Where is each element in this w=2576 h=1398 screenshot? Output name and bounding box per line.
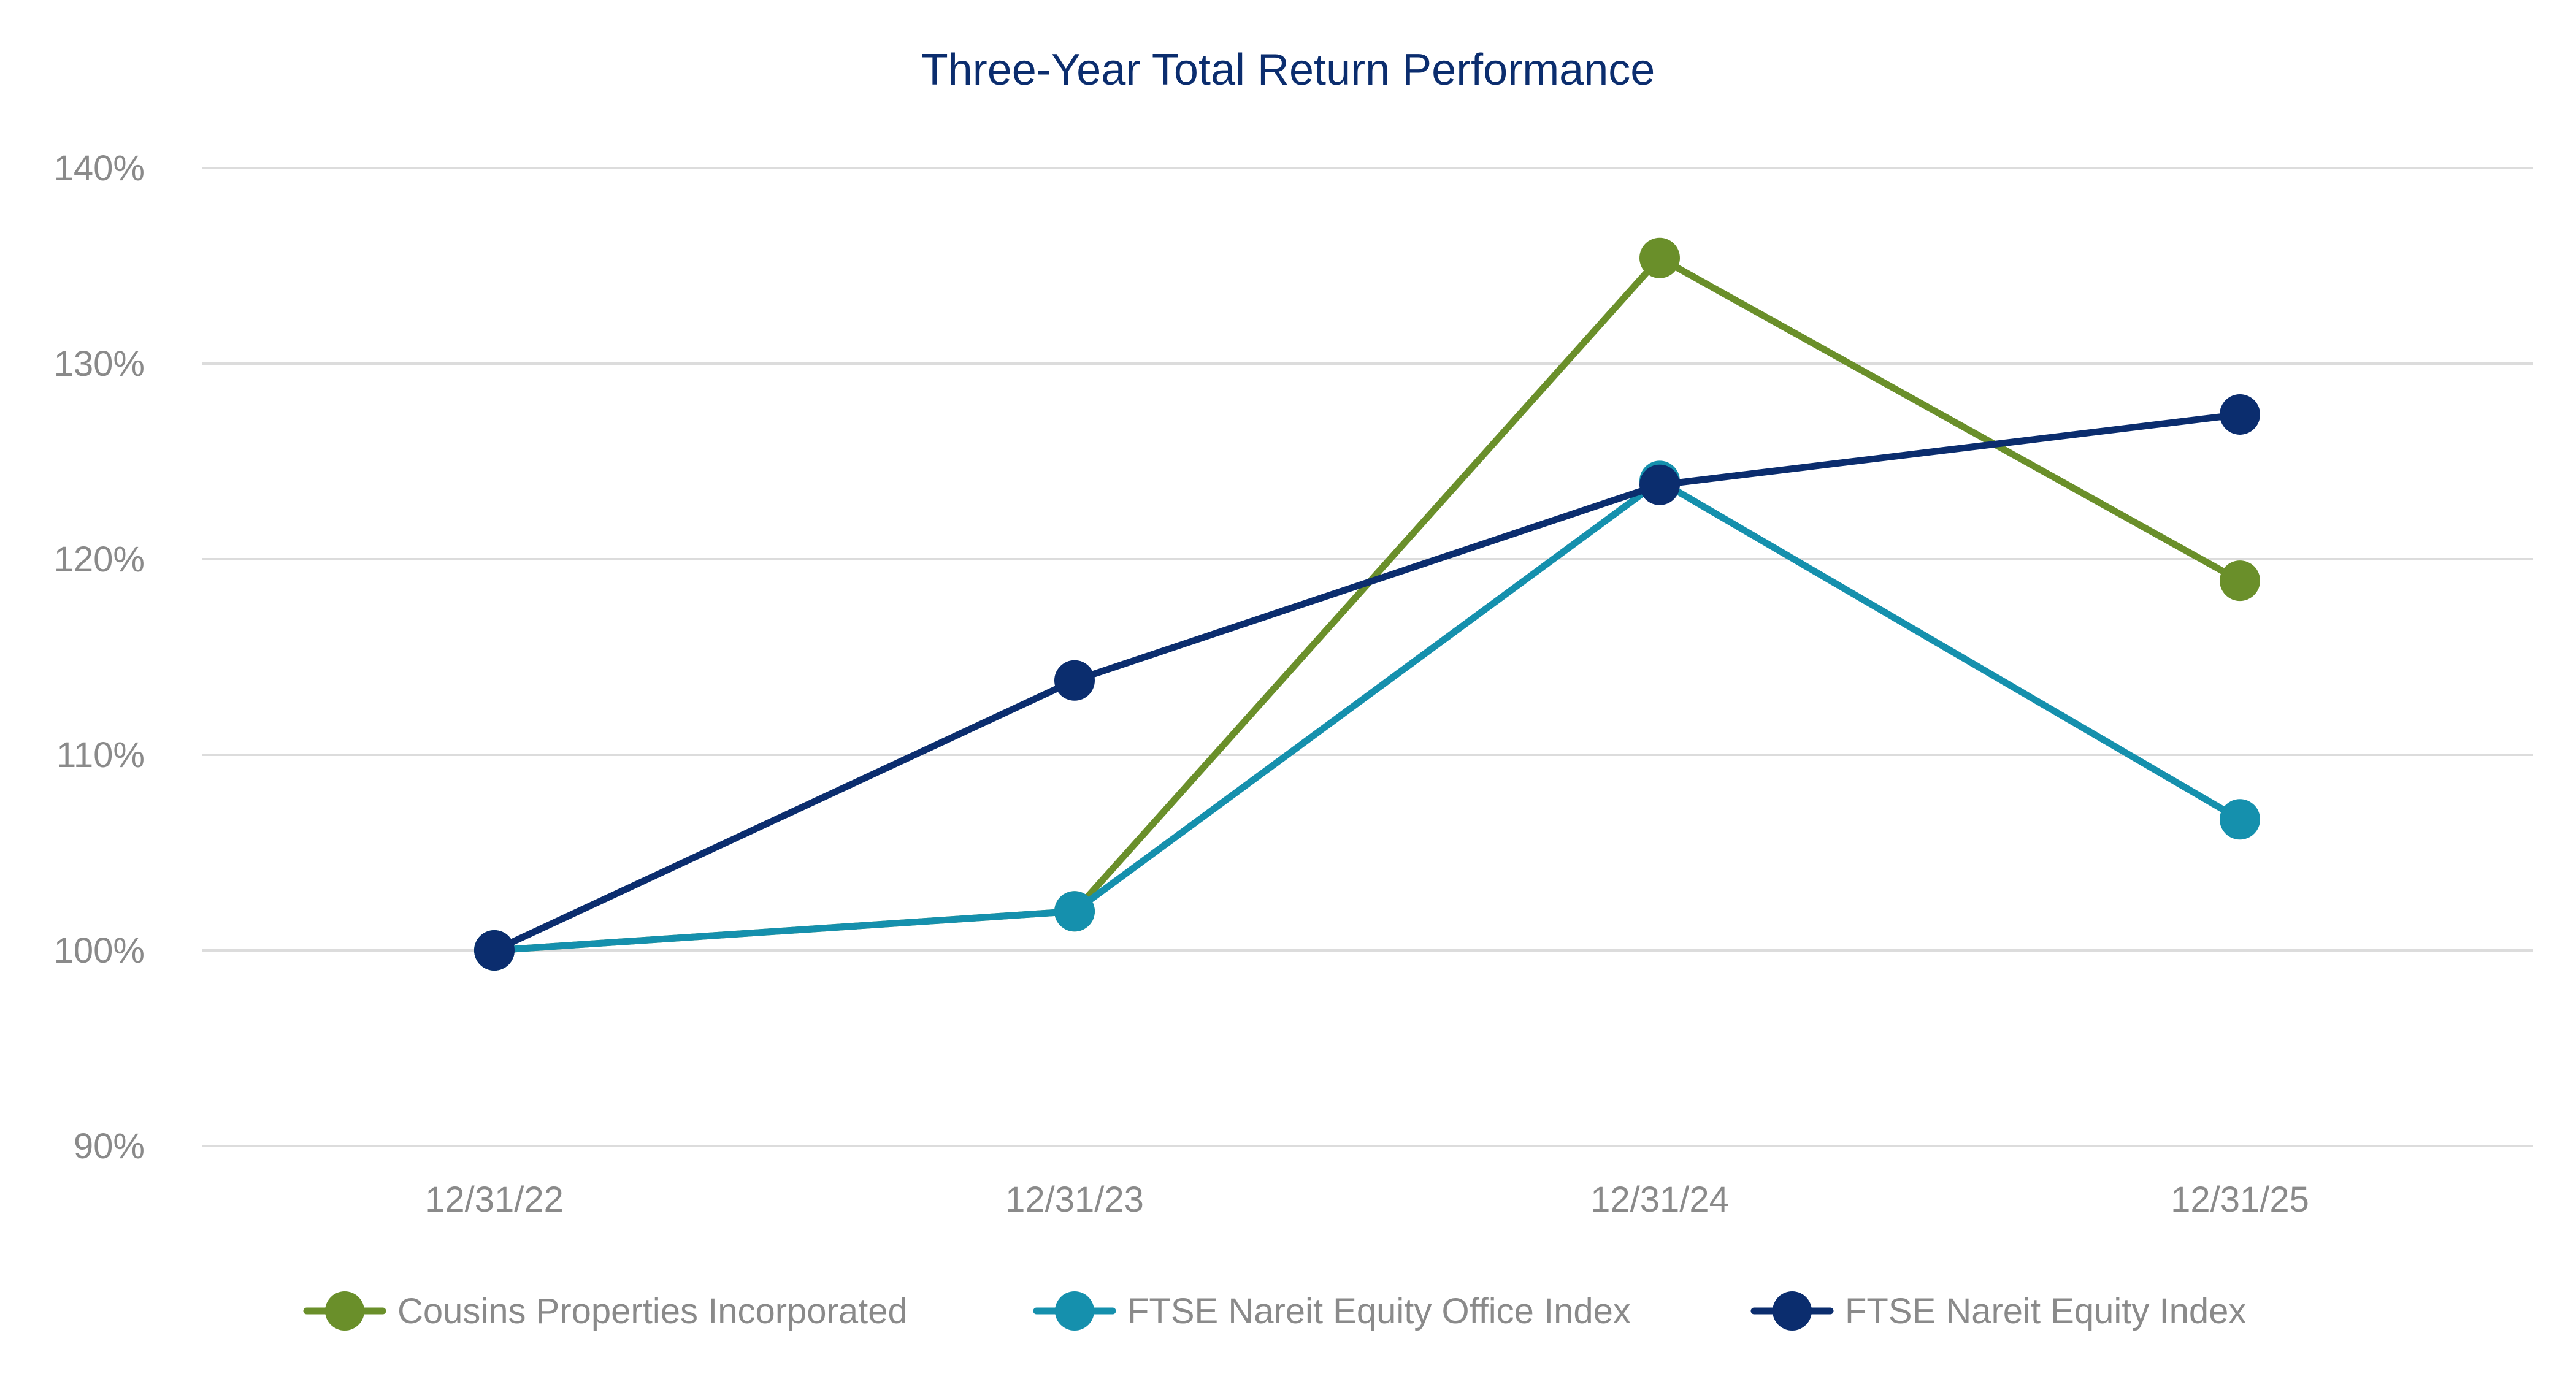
x-tick-label: 12/31/23 [1005,1180,1144,1220]
legend-item: FTSE Nareit Equity Office Index [1033,1291,1631,1331]
data-point [1639,237,1680,278]
legend-label: FTSE Nareit Equity Office Index [1127,1291,1631,1331]
legend-swatch-marker [1773,1291,1812,1331]
chart-title: Three-Year Total Return Performance [921,45,1655,94]
legend-label: FTSE Nareit Equity Index [1845,1291,2246,1331]
legend-swatch-marker [1055,1291,1094,1331]
series-0 [474,237,2260,971]
x-tick-label: 12/31/24 [1590,1180,1729,1220]
gridlines [202,167,2533,1147]
series-lines [474,237,2260,971]
data-point [1639,464,1680,505]
series-line [491,254,2244,954]
data-point [1054,891,1095,932]
series-line [491,411,2244,954]
data-point [474,930,515,971]
y-tick-label: 90% [74,1126,145,1166]
x-tick-label: 12/31/25 [2171,1180,2309,1220]
data-point [1054,660,1095,701]
legend-label: Cousins Properties Incorporated [397,1291,908,1331]
data-point [2220,799,2260,840]
legend-swatch-marker [325,1291,364,1331]
series-2 [474,394,2260,971]
x-tick-label: 12/31/22 [425,1180,564,1220]
y-tick-label: 130% [54,344,145,384]
x-axis-ticks: 12/31/22 12/31/23 12/31/24 12/31/25 [425,1180,2309,1220]
y-tick-label: 140% [54,148,145,188]
y-tick-label: 110% [56,735,145,775]
legend-item: FTSE Nareit Equity Index [1750,1291,2246,1331]
y-tick-label: 100% [54,931,145,971]
legend-item: Cousins Properties Incorporated [303,1291,908,1331]
y-tick-label: 120% [54,540,145,579]
legend: Cousins Properties Incorporated FTSE Nare… [303,1291,2246,1331]
data-point [2220,560,2260,602]
y-axis-ticks: 90% 100% 110% 120% 130% 140% [54,148,145,1166]
series-line [491,477,2244,954]
data-point [2220,394,2260,435]
series-1 [474,460,2260,971]
